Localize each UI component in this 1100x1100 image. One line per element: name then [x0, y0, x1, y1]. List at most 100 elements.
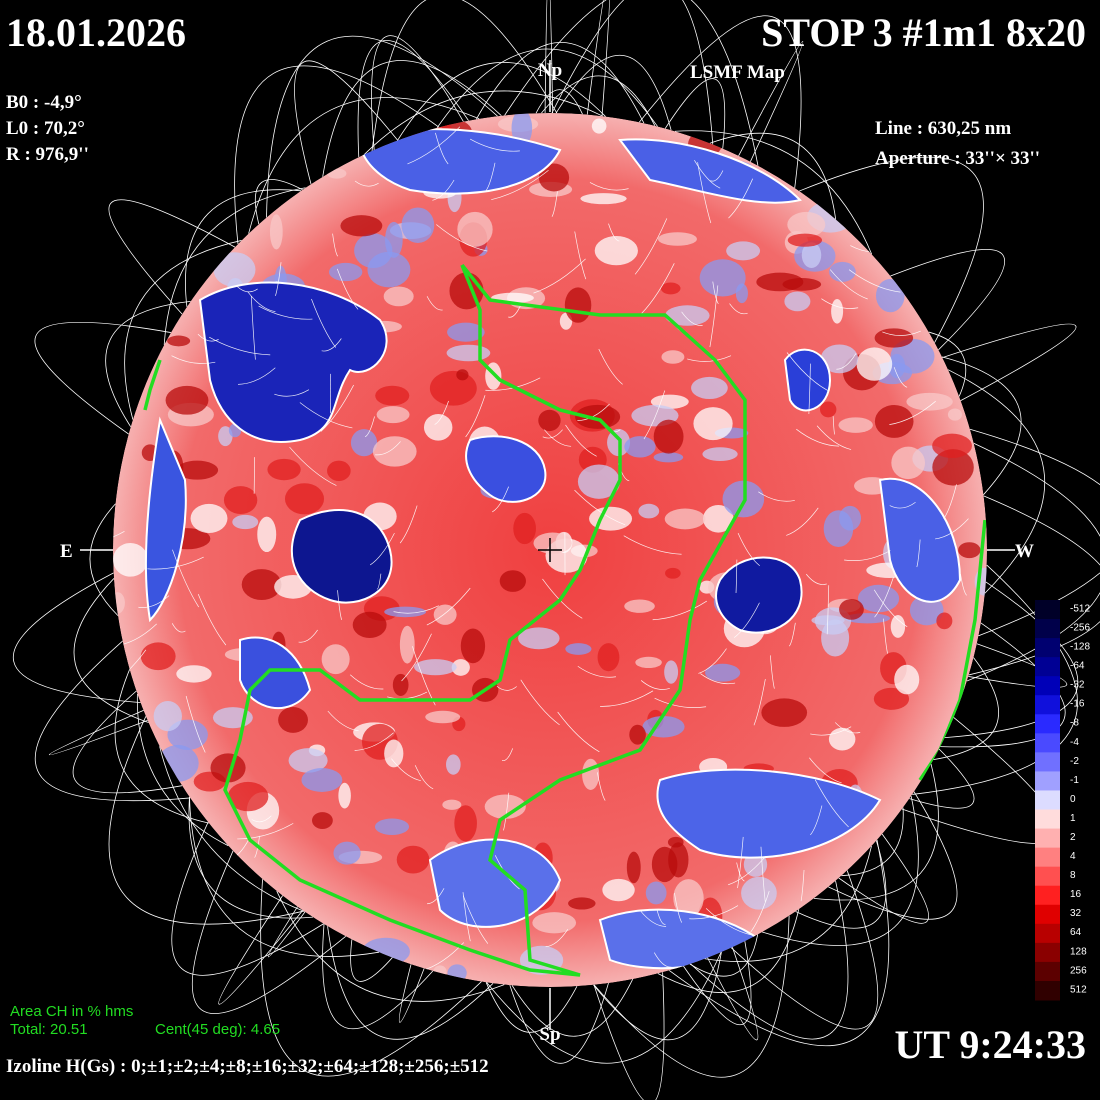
- field-line: [551, 191, 558, 217]
- mottle-spot: [213, 252, 256, 287]
- field-loop: [709, 132, 837, 220]
- field-loop: [669, 839, 890, 1047]
- field-line: [349, 674, 384, 690]
- field-line: [436, 224, 488, 252]
- field-line: [753, 679, 766, 726]
- mottle-spot: [664, 660, 679, 684]
- colorbar-label: -256: [1070, 622, 1090, 633]
- field-line: [796, 428, 840, 447]
- mottle-spot: [577, 464, 620, 499]
- field-loop: [108, 716, 304, 925]
- field-loop: [371, 0, 558, 151]
- mottle-spot: [376, 406, 410, 424]
- east-label: E: [60, 541, 73, 562]
- colorbar-label: 4: [1070, 851, 1076, 862]
- field-line: [681, 311, 703, 326]
- mottle-spot: [906, 392, 953, 411]
- field-loop: [928, 331, 967, 397]
- mottle-spot: [564, 287, 592, 323]
- mottle-spot: [312, 812, 333, 829]
- mottle-spot: [140, 642, 176, 671]
- mottle-spot: [582, 758, 600, 790]
- field-line: [808, 363, 811, 414]
- field-line: [462, 895, 489, 944]
- field-loop: [795, 840, 887, 929]
- field-loop: [218, 895, 304, 1005]
- field-loop: [586, 0, 610, 117]
- field-line: [247, 291, 276, 312]
- field-line: [414, 765, 434, 790]
- field-line: [337, 590, 342, 620]
- field-line: [376, 573, 382, 590]
- field-line: [298, 629, 318, 643]
- field-line: [237, 823, 294, 840]
- field-line: [435, 132, 449, 165]
- mottle-spot: [532, 912, 577, 934]
- field-loop: [397, 62, 606, 141]
- colorbar-swatch: [1035, 866, 1060, 887]
- colorbar-swatch: [1035, 771, 1060, 791]
- colorbar-swatch: [1035, 619, 1060, 639]
- field-line: [809, 757, 842, 784]
- mottle-spot: [894, 664, 920, 695]
- field-line: [544, 429, 572, 447]
- mottle-spot: [874, 404, 914, 438]
- field-loop: [294, 60, 399, 185]
- mottle-spot: [909, 595, 944, 626]
- mottle-spot: [624, 599, 655, 613]
- field-line: [805, 573, 827, 585]
- field-loop: [838, 833, 930, 924]
- mottle-spot: [383, 286, 414, 307]
- colorbar-label: -512: [1070, 603, 1090, 614]
- field-loop: [551, 0, 714, 145]
- field-line: [197, 333, 219, 342]
- mottle-spot: [691, 376, 728, 400]
- field-line: [542, 429, 563, 439]
- colorbar-label: 0: [1070, 794, 1076, 805]
- colorbar-label: 2: [1070, 832, 1076, 843]
- field-loop: [509, 982, 609, 1064]
- field-line: [623, 535, 682, 555]
- colorbar-label: -8: [1070, 718, 1079, 729]
- field-line: [935, 518, 969, 540]
- colorbar-label: 128: [1070, 946, 1087, 957]
- field-loop: [593, 951, 722, 1040]
- field-loop: [105, 300, 191, 427]
- mottle-spot: [484, 794, 526, 819]
- field-line: [653, 952, 672, 968]
- field-loop: [371, 35, 464, 150]
- field-line: [733, 602, 760, 638]
- field-line: [634, 218, 668, 275]
- field-line: [729, 303, 748, 315]
- field-line: [274, 389, 310, 397]
- field-loop: [108, 199, 236, 315]
- field-line: [171, 355, 216, 364]
- field-line: [426, 296, 443, 311]
- field-loop: [966, 442, 1100, 682]
- mottle-spot: [891, 446, 926, 480]
- mottle-spot: [327, 460, 351, 481]
- field-line: [320, 384, 354, 432]
- field-line: [496, 685, 517, 691]
- field-line: [574, 231, 587, 280]
- mottle-spot: [761, 698, 808, 727]
- mottle-spot: [829, 261, 856, 282]
- b0: B0 : -4,9°: [6, 92, 82, 113]
- mottle-spot: [338, 782, 351, 809]
- field-line: [185, 695, 206, 753]
- field-loop: [267, 906, 306, 958]
- colorbar-label: 8: [1070, 870, 1076, 881]
- mottle-spot: [399, 625, 415, 664]
- mottle-spot: [176, 460, 219, 480]
- aperture: Aperture : 33''× 33'': [875, 148, 1040, 169]
- mottle-spot: [673, 879, 704, 917]
- mottle-spot: [819, 401, 837, 418]
- field-loop: [593, 972, 665, 1100]
- colorbar-label: 32: [1070, 908, 1082, 919]
- colorbar-swatch: [1035, 638, 1060, 658]
- mottle-spot: [594, 236, 638, 266]
- colorbar-swatch: [1035, 942, 1060, 963]
- colorbar-swatch: [1035, 980, 1060, 1001]
- field-line: [786, 352, 828, 391]
- mottle-spot: [269, 214, 283, 250]
